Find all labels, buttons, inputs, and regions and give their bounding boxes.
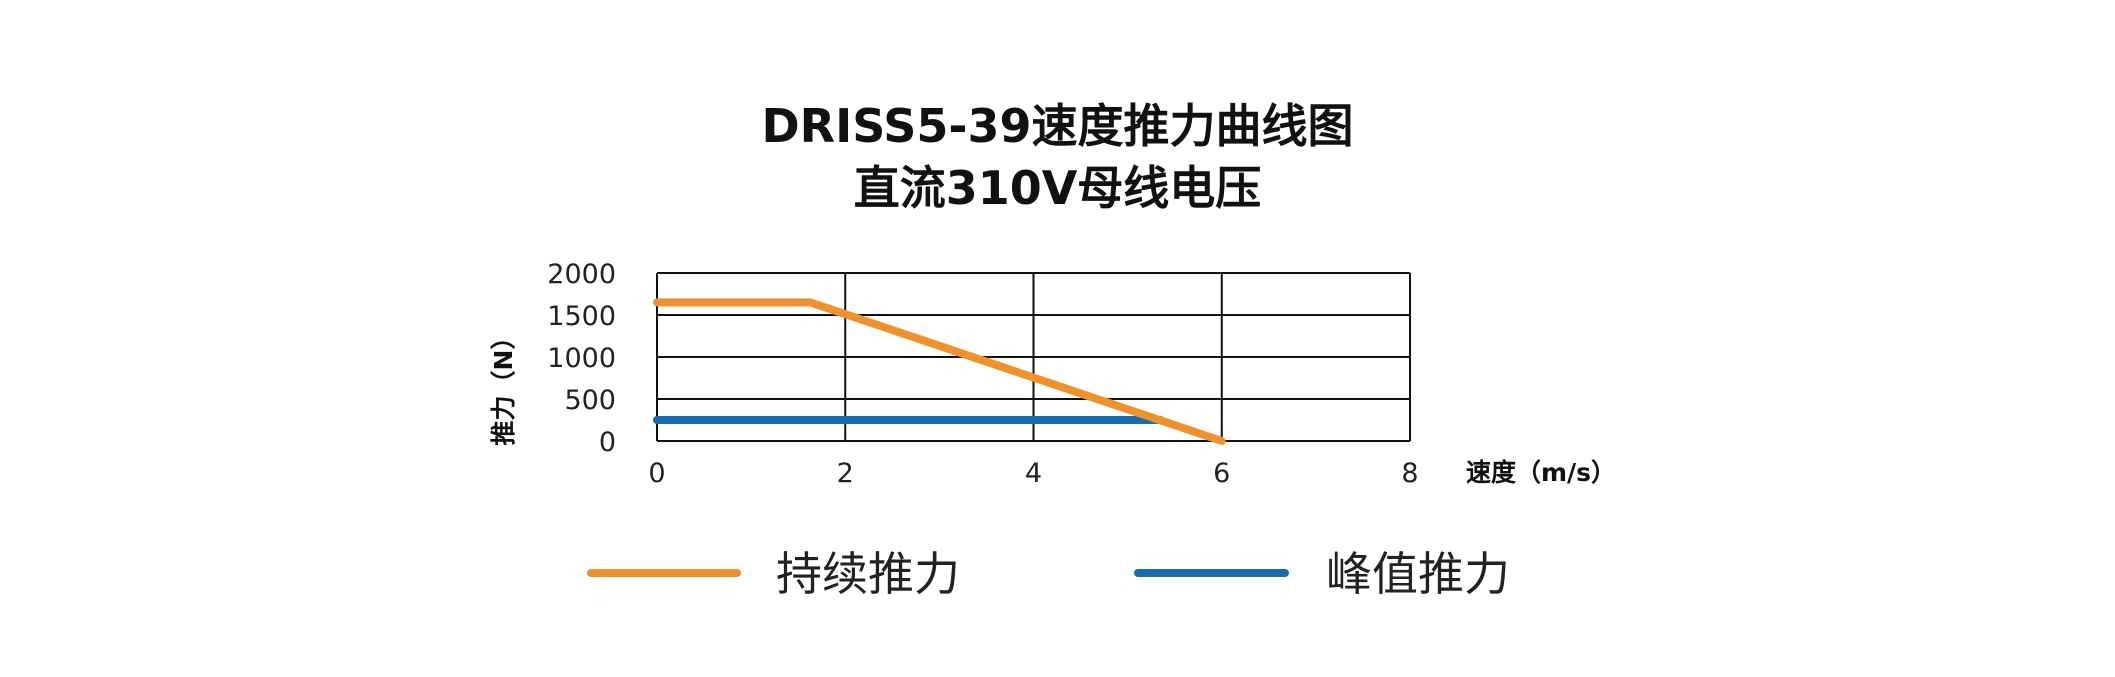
chart-title: DRISS5-39速度推力曲线图 — [761, 99, 1354, 153]
series-lines — [653, 298, 1226, 445]
y-axis-label: 推力（N） — [489, 325, 518, 446]
chart-subtitle: 直流310V母线电压 — [853, 161, 1262, 215]
y-tick-label: 1500 — [547, 301, 616, 332]
legend: 持续推力 峰值推力 — [587, 547, 1510, 601]
x-tick-labels: 0 2 4 6 8 — [648, 458, 1418, 489]
grid — [656, 272, 1411, 442]
legend-label: 持续推力 — [776, 547, 960, 601]
legend-label: 峰值推力 — [1326, 547, 1510, 601]
x-tick-label: 4 — [1025, 458, 1042, 489]
y-tick-label: 500 — [564, 385, 616, 416]
x-axis-label: 速度（m/s） — [1466, 458, 1616, 487]
series-line-持续推力 — [653, 298, 1226, 445]
y-tick-label: 2000 — [547, 259, 616, 290]
x-tick-label: 6 — [1213, 458, 1230, 489]
y-tick-labels: 2000 1500 1000 500 0 — [547, 259, 616, 458]
x-tick-label: 2 — [837, 458, 854, 489]
y-tick-label: 0 — [599, 427, 616, 458]
x-tick-label: 8 — [1401, 458, 1418, 489]
y-tick-label: 1000 — [547, 343, 616, 374]
x-tick-label: 0 — [648, 458, 665, 489]
